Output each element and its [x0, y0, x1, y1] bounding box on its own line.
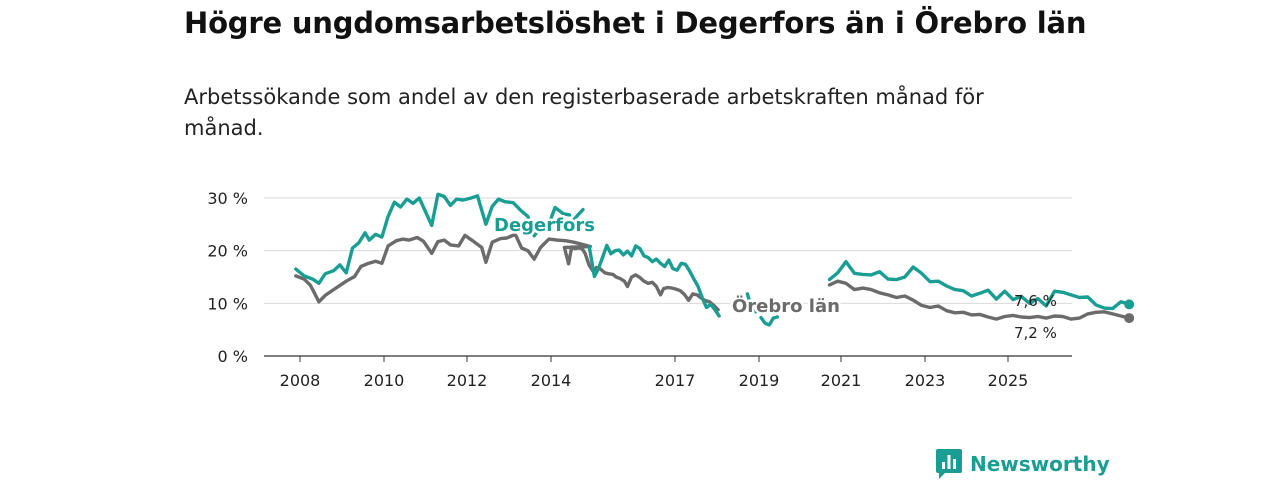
series-line-degerfors: [294, 192, 572, 285]
x-tick-label: 2021: [821, 371, 862, 390]
x-tick-label: 2012: [447, 371, 488, 390]
end-dot-orebro-lan: [1124, 313, 1135, 324]
x-tick-label: 2010: [364, 371, 405, 390]
x-tick-label: 2008: [280, 371, 321, 390]
newsworthy-logo-icon: [936, 449, 962, 479]
brand-name: Newsworthy: [970, 452, 1110, 476]
series-label-orebro-lan: Örebro län: [732, 295, 840, 317]
series-line-degerfors: [827, 260, 1131, 311]
end-label-orebro-lan: 7,2 %: [1014, 324, 1057, 342]
chart-title: Högre ungdomsarbetslöshet i Degerfors än…: [184, 6, 1087, 40]
end-label-degerfors: 7,6 %: [1014, 292, 1057, 310]
series-label-degerfors-halo: Degerfors: [494, 215, 595, 236]
x-tick-label: 2014: [531, 371, 572, 390]
series-label-orebro-lan-halo: Örebro län: [732, 295, 840, 317]
series-line-degerfors: [587, 243, 721, 318]
end-dot-degerfors: [1124, 299, 1135, 310]
y-tick-label: 20 %: [207, 242, 248, 261]
series-line-degerfors: [745, 292, 758, 314]
x-tick-label: 2025: [988, 371, 1029, 390]
y-tick-label: 10 %: [207, 294, 248, 313]
series-line-orebro-lan: [827, 279, 1131, 321]
series-line-degerfors: [571, 207, 585, 223]
x-tick-label: 2019: [739, 371, 780, 390]
series-line-orebro-lan: [294, 232, 720, 312]
brand: Newsworthy: [936, 448, 1110, 480]
y-tick-label: 0 %: [218, 347, 248, 366]
series-line-degerfors: [560, 224, 570, 232]
y-tick-label: 30 %: [207, 189, 248, 208]
series-line-degerfors: [759, 315, 780, 327]
x-tick-label: 2023: [905, 371, 946, 390]
series-label-degerfors: Degerfors: [494, 215, 595, 236]
chart-subtitle: Arbetssökande som andel av den registerb…: [184, 85, 984, 140]
x-tick-label: 2017: [655, 371, 696, 390]
